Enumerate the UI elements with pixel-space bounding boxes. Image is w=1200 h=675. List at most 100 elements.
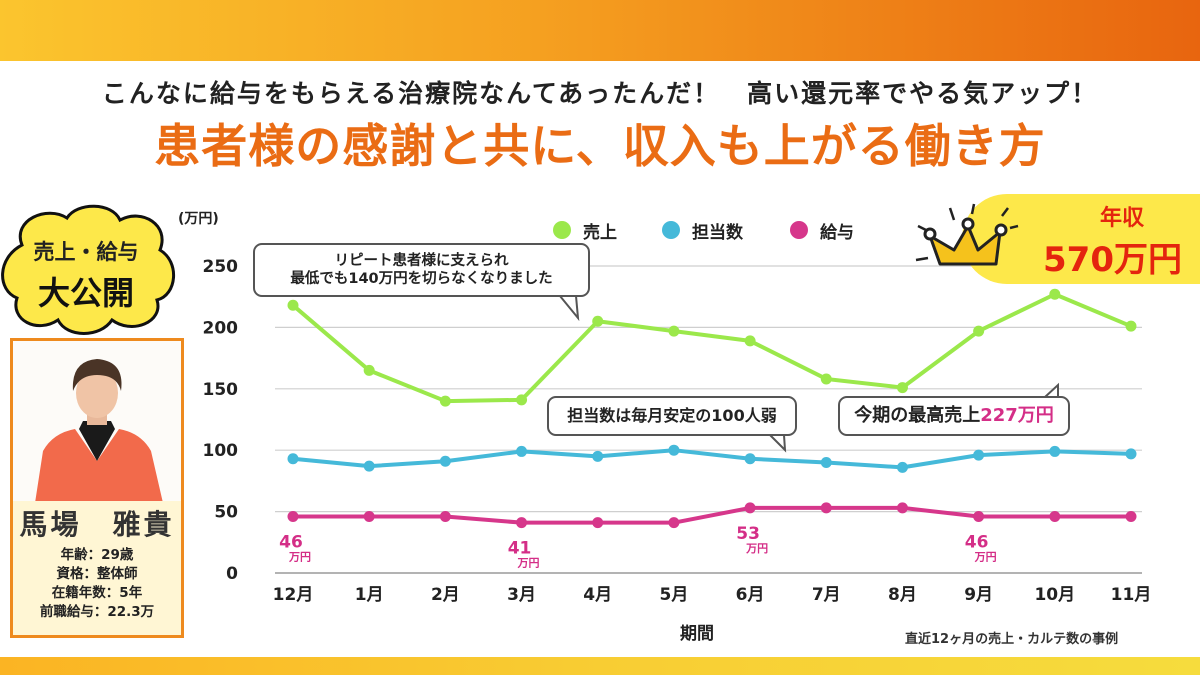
callout-peak-prefix: 今期の最高売上 bbox=[854, 405, 981, 426]
data-point-salary bbox=[896, 502, 908, 514]
staff-name: 馬場 雅貴 bbox=[19, 508, 175, 541]
data-point-salary bbox=[1049, 511, 1061, 523]
staff-facts: 年齢：29歳 資格：整体師 在籍年数：5年 前職給与：22.3万 bbox=[13, 546, 181, 622]
y-tick-label: 250 bbox=[203, 257, 239, 277]
fact-previous-salary: 前職給与：22.3万 bbox=[39, 604, 155, 620]
fact-tenure: 在籍年数：5年 bbox=[51, 585, 143, 601]
x-tick-label: 11月 bbox=[1111, 585, 1152, 605]
data-point-count bbox=[744, 453, 756, 465]
data-point-salary bbox=[363, 511, 375, 523]
data-label-value: 46 bbox=[279, 533, 303, 553]
series-line-salary bbox=[293, 505, 1131, 525]
cloud-badge-line1: 売上・給与 bbox=[33, 240, 139, 264]
data-point-count bbox=[820, 456, 832, 468]
name-plate bbox=[13, 501, 181, 635]
cloud-badge-line2: 大公開 bbox=[37, 274, 134, 312]
legend-label-salary: 給与 bbox=[820, 222, 854, 243]
top-banner bbox=[0, 0, 1200, 61]
footnote: 直近12ヶ月の売上・カルテ数の事例 bbox=[905, 632, 1119, 647]
data-point-sales bbox=[744, 335, 756, 347]
data-point-sales bbox=[287, 299, 299, 311]
data-point-sales bbox=[516, 394, 528, 406]
data-point-salary bbox=[820, 502, 832, 514]
y-axis-title: (万円) bbox=[178, 211, 219, 227]
headline: 患者様の感謝と共に、収入も上がる働き方 bbox=[154, 119, 1046, 173]
data-point-count bbox=[896, 461, 908, 473]
data-point-sales bbox=[592, 315, 604, 327]
data-point-count bbox=[668, 444, 680, 456]
data-point-sales bbox=[896, 382, 908, 394]
data-point-salary bbox=[973, 511, 985, 523]
callout-staff-count: 担当数は毎月安定の100人弱 bbox=[547, 396, 797, 436]
fact-qualification: 資格：整体師 bbox=[56, 566, 138, 582]
legend-label-count: 担当数 bbox=[692, 222, 743, 243]
legend-dot-count bbox=[662, 221, 680, 239]
data-point-count bbox=[1125, 448, 1137, 460]
x-axis-title: 期間 bbox=[680, 624, 714, 644]
x-tick-label: 1月 bbox=[355, 585, 384, 605]
x-tick-label: 12月 bbox=[273, 585, 314, 605]
x-tick-label: 4月 bbox=[583, 585, 612, 605]
data-point-salary bbox=[744, 502, 756, 514]
data-point-sales bbox=[1125, 320, 1137, 332]
data-point-salary bbox=[592, 517, 604, 529]
x-tick-label: 5月 bbox=[659, 585, 688, 605]
data-point-salary bbox=[439, 511, 451, 523]
annual-income-label: 年収 bbox=[1099, 206, 1144, 231]
x-tick-label: 7月 bbox=[812, 585, 841, 605]
data-point-sales bbox=[1049, 288, 1061, 300]
data-label-value: 41 bbox=[508, 539, 532, 559]
data-point-count bbox=[287, 453, 299, 465]
y-tick-label: 0 bbox=[226, 564, 238, 584]
y-tick-label: 100 bbox=[203, 441, 239, 461]
legend-dot-sales bbox=[553, 221, 571, 239]
series-line-count bbox=[292, 448, 1132, 470]
data-point-sales bbox=[668, 325, 680, 337]
data-point-salary bbox=[1125, 511, 1137, 523]
y-tick-label: 50 bbox=[214, 503, 238, 523]
x-tick-label: 3月 bbox=[507, 585, 536, 605]
series-line-sales bbox=[291, 292, 1132, 404]
data-label-unit: 万円 bbox=[974, 551, 997, 564]
data-point-salary bbox=[287, 511, 299, 523]
annual-income-value: 570万円 bbox=[1043, 240, 1182, 280]
legend-label-sales: 売上 bbox=[583, 222, 617, 243]
data-point-count bbox=[1049, 445, 1061, 457]
legend-item-salary: 給与 bbox=[790, 218, 854, 243]
x-tick-label: 8月 bbox=[888, 585, 917, 605]
y-tick-label: 150 bbox=[203, 380, 239, 400]
data-label-unit: 万円 bbox=[288, 551, 311, 564]
data-point-sales bbox=[973, 325, 985, 337]
data-label-value: 46 bbox=[965, 533, 989, 553]
x-tick-label: 6月 bbox=[736, 585, 765, 605]
data-point-salary bbox=[516, 517, 528, 529]
annual-income-badge bbox=[962, 194, 1200, 284]
callout-peak-sales: 今期の最高売上227万円 bbox=[838, 396, 1070, 436]
staff-photo bbox=[13, 341, 181, 503]
x-tick-label: 2月 bbox=[431, 585, 460, 605]
callout-peak-value: 227万円 bbox=[980, 405, 1054, 426]
legend-dot-salary bbox=[790, 221, 808, 239]
callout-repeat-line2: 最低でも140万円を切らなくなりました bbox=[290, 271, 553, 287]
x-tick-label: 9月 bbox=[964, 585, 993, 605]
data-point-count bbox=[516, 445, 528, 457]
data-point-count bbox=[592, 450, 604, 462]
data-label-unit: 万円 bbox=[517, 557, 540, 570]
data-point-salary bbox=[668, 517, 680, 529]
bottom-banner bbox=[0, 657, 1200, 675]
data-point-sales bbox=[439, 395, 451, 407]
data-point-count bbox=[363, 460, 375, 472]
data-label-value: 53 bbox=[736, 524, 760, 544]
cloud-badge: 売上・給与 大公開 bbox=[0, 236, 172, 314]
profile-card: 馬場 雅貴 年齢：29歳 資格：整体師 在籍年数：5年 前職給与：22.3万 bbox=[10, 338, 184, 638]
data-point-count bbox=[439, 455, 451, 467]
x-tick-label: 10月 bbox=[1034, 585, 1075, 605]
subheadline: こんなに給与をもらえる治療院なんてあったんだ！ 高い還元率でやる気アップ！ bbox=[101, 79, 1099, 108]
crown-icon bbox=[915, 203, 1019, 266]
callout-repeat-patients: リピート患者様に支えられ 最低でも140万円を切らなくなりました bbox=[253, 243, 590, 297]
legend-item-count: 担当数 bbox=[662, 218, 743, 243]
callout-repeat-line1: リピート患者様に支えられ bbox=[334, 253, 509, 269]
data-label-unit: 万円 bbox=[745, 542, 768, 555]
